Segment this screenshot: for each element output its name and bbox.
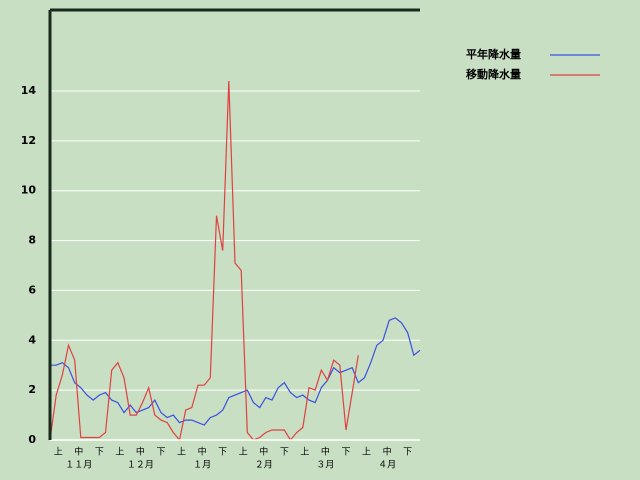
x-tick-label: 中 (383, 446, 392, 458)
month-label: ２月 (255, 460, 273, 471)
y-tick-label: 8 (28, 234, 36, 247)
x-tick-label: 上 (362, 447, 371, 458)
x-tick-label: 下 (403, 448, 412, 458)
x-tick-label: 下 (280, 448, 289, 458)
month-label: １１月 (65, 460, 92, 471)
x-tick-label: 中 (259, 446, 268, 458)
x-tick-label: 中 (136, 446, 145, 458)
x-tick-label: 下 (156, 448, 165, 458)
series-line (50, 317, 421, 426)
month-label: １２月 (127, 460, 154, 471)
month-label: ３月 (316, 460, 334, 471)
x-tick-label: 下 (95, 448, 104, 458)
y-tick-label: 0 (28, 433, 36, 446)
x-tick-label: 上 (54, 447, 63, 458)
y-tick-label: 2 (28, 383, 36, 396)
x-tick-label: 上 (177, 447, 186, 458)
x-tick-label: 上 (239, 447, 248, 458)
x-tick-label: 中 (74, 446, 83, 458)
x-tick-label: 下 (218, 448, 227, 458)
y-tick-label: 12 (21, 134, 36, 147)
x-tick-label: 中 (321, 446, 330, 458)
x-tick-label: 下 (341, 448, 350, 458)
x-tick-label: 中 (198, 446, 207, 458)
month-label: ４月 (378, 460, 396, 471)
y-tick-label: 6 (28, 283, 36, 296)
legend-label: 平年降水量 (466, 47, 521, 61)
x-tick-label: 上 (300, 447, 309, 458)
y-tick-label: 10 (21, 184, 37, 197)
y-tick-label: 4 (28, 333, 36, 346)
x-tick-label: 上 (115, 447, 124, 458)
series-line (49, 80, 359, 442)
month-label: １月 (193, 460, 211, 471)
legend-label: 移動降水量 (466, 67, 521, 81)
y-tick-label: 14 (21, 84, 37, 97)
